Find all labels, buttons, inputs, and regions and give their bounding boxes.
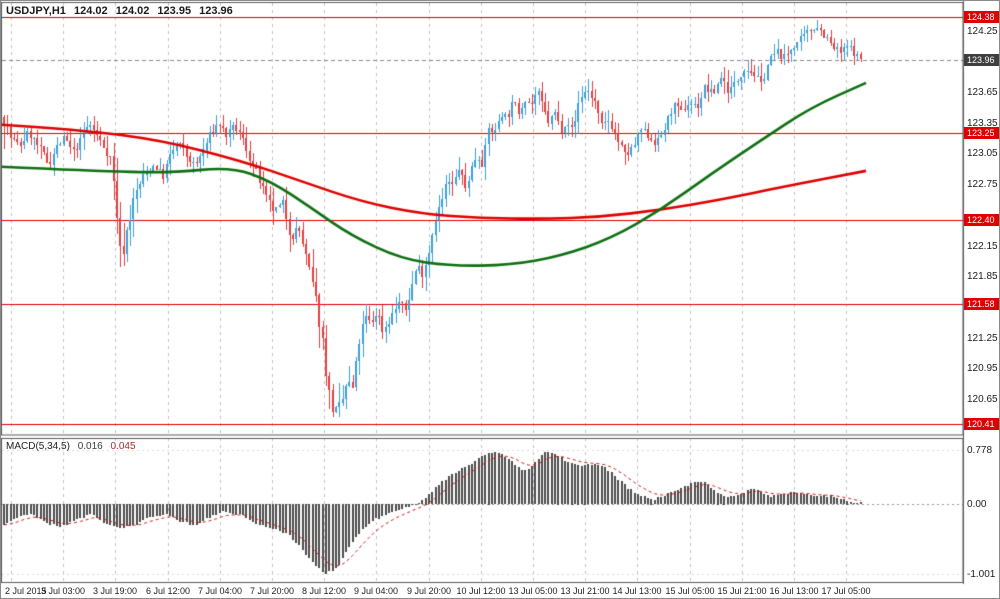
ohlc-close: 123.96 [199,5,233,17]
price-level-badge: 121.58 [964,297,999,310]
x-axis-label: 13 Jul 21:00 [560,586,610,596]
x-axis-label: 6 Jul 12:00 [145,586,191,596]
symbol-timeframe-label: USDJPY,H1 [6,5,66,17]
x-axis-label: 7 Jul 20:00 [249,586,295,596]
y-axis-tick: 124.25 [967,25,998,37]
price-level-badge: 120.41 [964,417,999,430]
ohlc-low: 123.95 [157,5,192,17]
price-level-badge: 122.40 [964,214,999,227]
x-axis-label: 9 Jul 20:00 [406,586,452,596]
y-axis-tick: 121.85 [967,271,998,283]
x-axis-label: 17 Jul 05:00 [821,586,871,596]
macd-value-main: 0.016 [77,441,103,452]
time-axis[interactable]: 2 Jul 2015 3 Jul 03:00 3 Jul 19:00 6 Jul 12… [1,584,963,598]
y-axis-tick: 123.35 [967,117,998,129]
price-level-badge: 123.25 [964,127,999,139]
x-axis-label: 9 Jul 04:00 [353,586,399,596]
x-axis-label: 7 Jul 04:00 [197,586,243,596]
macd-axis-tick: 0.778 [967,444,993,456]
y-axis-tick: 121.25 [967,332,998,344]
x-axis-label: 2 Jul 2015 [5,586,47,596]
price-level-badge: 124.38 [964,11,999,24]
y-axis-tick: 123.65 [967,87,998,99]
y-axis-tick: 120.65 [967,394,998,406]
x-axis-label: 13 Jul 05:00 [508,586,558,596]
macd-indicator-axis[interactable]: 0.778 0.00 -1.001 [964,438,999,582]
x-axis-label: 15 Jul 21:00 [717,586,767,596]
x-axis-label: 10 Jul 12:00 [456,586,506,596]
y-axis-tick: 122.15 [967,240,998,252]
y-axis-tick: 120.95 [967,363,998,375]
macd-indicator-label: MACD(5,34,5) 0.016 0.045 [6,441,141,452]
macd-name: MACD(5,34,5) [6,441,70,452]
y-axis-tick: 122.75 [967,179,998,191]
x-axis-label: 3 Jul 19:00 [92,586,138,596]
x-axis-label: 8 Jul 12:00 [301,586,347,596]
chart-header: USDJPY,H1 124.02 124.02 123.95 123.96 [6,5,238,17]
y-axis-tick: 123.05 [967,148,998,160]
ohlc-high: 124.02 [115,5,150,17]
price-axis[interactable]: 124.25 123.65 123.35 123.05 122.75 122.15 121.… [964,1,999,435]
current-price-badge: 123.96 [964,54,999,67]
macd-value-signal: 0.045 [110,441,136,452]
x-axis-label: 3 Jul 03:00 [40,586,86,596]
x-axis-label: 16 Jul 13:00 [769,586,819,596]
x-axis-label: 15 Jul 05:00 [665,586,715,596]
macd-axis-tick: -1.001 [967,568,996,580]
x-axis-label: 14 Jul 13:00 [612,586,662,596]
macd-axis-tick: 0.00 [967,499,987,511]
ohlc-open: 124.02 [73,5,108,17]
